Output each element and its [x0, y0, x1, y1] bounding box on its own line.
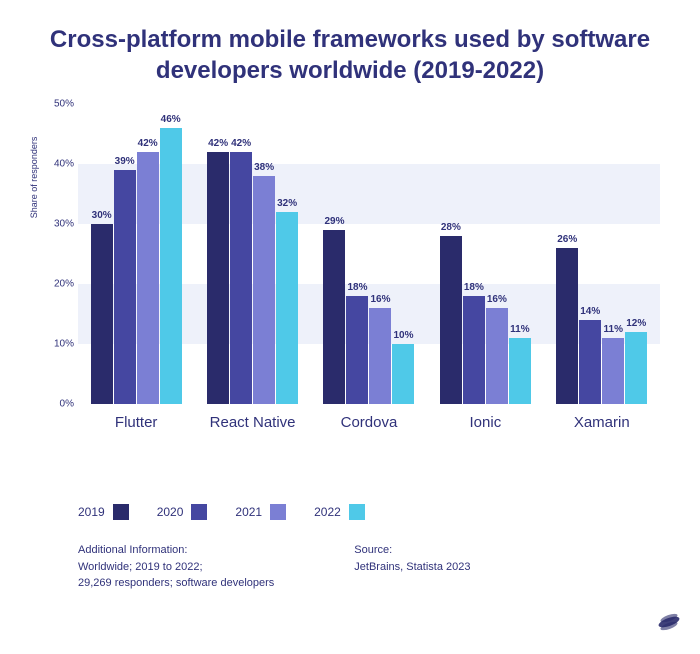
x-axis-label: Xamarin	[552, 414, 652, 431]
y-tick: 20%	[44, 279, 74, 290]
source-line: JetBrains, Statista 2023	[354, 559, 470, 576]
bar-value-label: 42%	[138, 138, 158, 149]
bar: 18%	[346, 296, 368, 404]
legend-swatch	[270, 504, 286, 520]
bar: 12%	[625, 332, 647, 404]
bar-value-label: 32%	[277, 198, 297, 209]
bar: 42%	[230, 152, 252, 404]
bar-value-label: 39%	[115, 156, 135, 167]
bar-value-label: 10%	[393, 330, 413, 341]
bar-value-label: 11%	[604, 324, 623, 335]
bar-value-label: 12%	[626, 318, 646, 329]
y-tick: 40%	[44, 159, 74, 170]
legend-item: 2022	[314, 504, 365, 520]
bar: 28%	[440, 236, 462, 404]
bar-value-label: 14%	[580, 306, 600, 317]
y-tick: 0%	[44, 399, 74, 410]
chart-area: Share of responders 0%10%20%30%40%50% 30…	[78, 104, 660, 454]
legend-swatch	[191, 504, 207, 520]
bar: 38%	[253, 176, 275, 404]
bar-value-label: 18%	[347, 282, 367, 293]
bar: 30%	[91, 224, 113, 404]
bar-value-label: 42%	[208, 138, 228, 149]
legend: 2019 2020 2021 2022	[78, 504, 670, 520]
bar-value-label: 28%	[441, 222, 461, 233]
bar: 16%	[369, 308, 391, 404]
info-line: 29,269 responders; software developers	[78, 575, 274, 592]
legend-label: 2021	[235, 505, 262, 519]
x-axis-label: Ionic	[435, 414, 535, 431]
bar: 11%	[602, 338, 624, 404]
bar-group: 30%39%42%46%	[91, 128, 182, 404]
bar-value-label: 42%	[231, 138, 251, 149]
chart-title: Cross-platform mobile frameworks used by…	[30, 24, 670, 86]
y-tick: 30%	[44, 219, 74, 230]
legend-item: 2020	[157, 504, 208, 520]
x-axis-label: Cordova	[319, 414, 419, 431]
legend-swatch	[113, 504, 129, 520]
bar-value-label: 30%	[92, 210, 112, 221]
bar: 39%	[114, 170, 136, 404]
x-axis-labels: Flutter React Native Cordova Ionic Xamarin	[78, 414, 660, 431]
bar-group: 42%42%38%32%	[207, 152, 298, 404]
bar-value-label: 16%	[370, 294, 390, 305]
source-info: Source: JetBrains, Statista 2023	[354, 542, 470, 592]
bar-group: 28%18%16%11%	[440, 236, 531, 404]
bar: 26%	[556, 248, 578, 404]
additional-info: Additional Information: Worldwide; 2019 …	[78, 542, 274, 592]
bar: 46%	[160, 128, 182, 404]
brand-logo-icon	[656, 609, 682, 640]
bar-value-label: 46%	[161, 114, 181, 125]
legend-item: 2021	[235, 504, 286, 520]
bar-group: 29%18%16%10%	[323, 230, 414, 404]
x-axis-label: React Native	[203, 414, 303, 431]
bar: 32%	[276, 212, 298, 404]
legend-item: 2019	[78, 504, 129, 520]
bar: 16%	[486, 308, 508, 404]
bar-value-label: 38%	[254, 162, 274, 173]
bar-value-label: 18%	[464, 282, 484, 293]
bar: 10%	[392, 344, 414, 404]
bar: 14%	[579, 320, 601, 404]
bar-value-label: 16%	[487, 294, 507, 305]
legend-label: 2022	[314, 505, 341, 519]
source-heading: Source:	[354, 542, 470, 559]
x-axis-label: Flutter	[86, 414, 186, 431]
bar: 42%	[137, 152, 159, 404]
bar-value-label: 26%	[557, 234, 577, 245]
info-line: Worldwide; 2019 to 2022;	[78, 559, 274, 576]
bar: 18%	[463, 296, 485, 404]
bar-groups: 30%39%42%46%42%42%38%32%29%18%16%10%28%1…	[78, 104, 660, 404]
y-tick: 50%	[44, 99, 74, 110]
bar: 42%	[207, 152, 229, 404]
bar-group: 26%14%11%12%	[556, 248, 647, 404]
legend-swatch	[349, 504, 365, 520]
bar-value-label: 29%	[324, 216, 344, 227]
bar: 11%	[509, 338, 531, 404]
y-axis-label: Share of responders	[29, 137, 39, 219]
footer: Additional Information: Worldwide; 2019 …	[78, 542, 670, 592]
info-heading: Additional Information:	[78, 542, 274, 559]
bar-value-label: 11%	[510, 324, 529, 335]
legend-label: 2020	[157, 505, 184, 519]
y-tick: 10%	[44, 339, 74, 350]
bar: 29%	[323, 230, 345, 404]
legend-label: 2019	[78, 505, 105, 519]
